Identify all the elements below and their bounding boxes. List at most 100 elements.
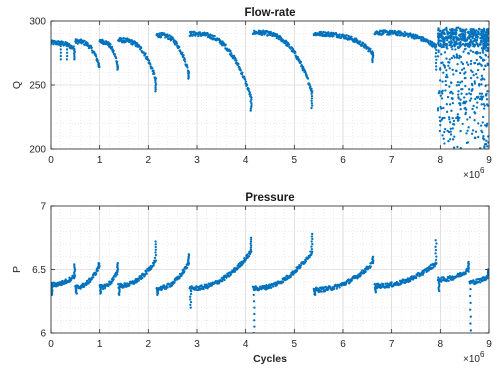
data-point [371,61,373,63]
data-point [422,274,424,276]
data-point [481,93,483,95]
data-point [450,36,452,38]
data-point [250,247,252,249]
data-point [346,34,348,36]
data-point [466,38,468,40]
data-point [427,40,429,42]
data-point [476,44,478,46]
data-point [333,288,335,290]
data-point [388,286,390,288]
data-point [435,55,437,57]
data-point [461,123,463,125]
x-tick-label: 4 [243,155,249,166]
x-tick-label: 8 [438,339,444,350]
data-point [155,249,157,251]
data-point [451,30,453,32]
data-point [66,55,68,57]
data-point [467,141,469,143]
x-tick-label: 8 [438,155,444,166]
data-point [311,243,313,245]
data-point [439,124,441,126]
data-point [485,49,487,51]
data-point [471,28,473,30]
data-point [469,116,471,118]
data-point [483,107,485,109]
data-point [449,275,451,277]
data-point [462,51,464,53]
data-point [474,137,476,139]
x-tick-label: 5 [292,339,298,350]
data-point [66,58,68,60]
data-point [391,281,393,283]
data-point [443,131,445,133]
data-point [446,103,448,105]
data-point [60,45,62,47]
data-point [435,255,437,257]
data-point [140,47,142,49]
data-point [311,95,313,97]
data-point [437,55,439,57]
data-point [457,38,459,40]
data-point [259,286,261,288]
data-point [60,52,62,54]
data-point [413,37,415,39]
data-point [253,306,255,308]
data-point [438,290,440,292]
data-point [440,95,442,97]
data-point [213,35,215,37]
data-point [485,143,487,145]
data-point [155,243,157,245]
data-point [483,39,485,41]
data-point [458,84,460,86]
data-point [435,49,437,51]
data-point [91,46,93,48]
data-point [249,91,251,93]
data-point [446,37,448,39]
data-point [482,116,484,118]
data-point [250,237,252,239]
data-point [446,130,448,132]
data-point [311,100,313,102]
data-point [444,80,446,82]
data-point [459,130,461,132]
data-point [445,84,447,86]
data-point [448,116,450,118]
data-point [450,81,452,83]
data-point [486,90,488,92]
data-point [441,97,443,99]
data-point [466,61,468,63]
data-point [469,295,471,297]
data-point [73,45,75,47]
data-point [253,313,255,315]
data-point [440,53,442,55]
data-point [270,287,272,289]
data-point [449,67,451,69]
data-point [435,45,437,47]
y-tick-label: 6 [40,329,46,340]
data-point [464,77,466,79]
data-point [348,35,350,37]
data-point [449,58,451,60]
data-point [472,105,474,107]
data-point [155,246,157,248]
pressure-x-exponent-base: ×10 [463,354,480,365]
data-point [480,124,482,126]
data-point [307,77,309,79]
data-point [248,88,250,90]
data-point [457,81,459,83]
data-point [469,309,471,311]
data-point [460,93,462,95]
data-point [455,28,457,30]
data-point [382,283,384,285]
x-tick-label: 9 [486,155,492,166]
data-point [155,259,157,261]
data-point [98,66,100,68]
data-point [469,322,471,324]
data-point [464,30,466,32]
data-point [151,67,153,69]
data-point [486,30,488,32]
data-point [409,280,411,282]
data-point [435,259,437,261]
data-point [441,35,443,37]
data-point [449,103,451,105]
